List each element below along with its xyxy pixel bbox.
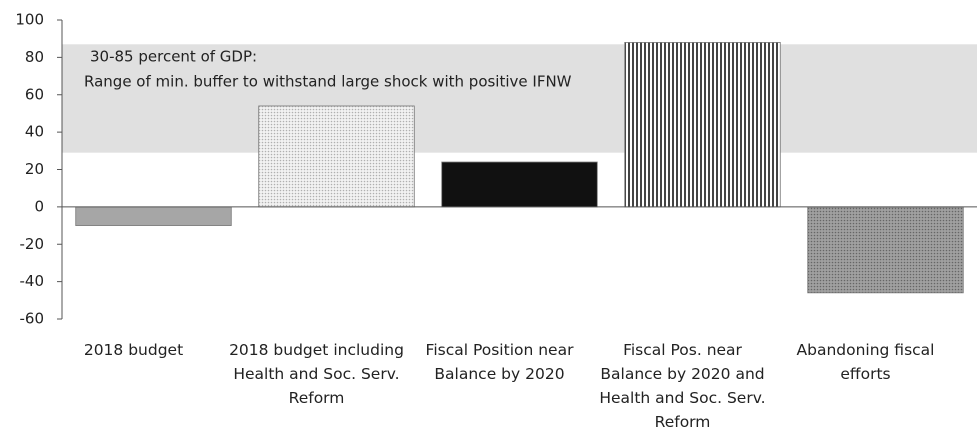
y-tick-label: 60 <box>25 85 44 103</box>
y-tick-label: -40 <box>20 272 45 290</box>
shaded-band <box>62 44 977 153</box>
bar <box>75 206 232 226</box>
x-tick-label: Fiscal Position near Balance by 2020 <box>425 341 574 383</box>
x-tick-label: Fiscal Pos. near Balance by 2020 and Hea… <box>599 341 766 431</box>
y-tick-label: 100 <box>15 11 44 29</box>
bar <box>258 105 415 208</box>
bar <box>807 206 964 294</box>
bar <box>441 161 598 208</box>
x-tick-label: Abandoning fiscal efforts <box>796 341 935 383</box>
annotation: Range of min. buffer to withstand large … <box>84 73 572 91</box>
x-tick-label: 2018 budget including Health and Soc. Se… <box>229 341 404 407</box>
y-tick-label: 80 <box>25 48 44 66</box>
y-tick-label: -20 <box>20 235 45 253</box>
x-tick-label: 2018 budget <box>83 341 184 359</box>
y-tick-label: 40 <box>25 123 44 141</box>
y-tick-label: 20 <box>25 160 44 178</box>
y-tick-label: 0 <box>34 197 44 215</box>
annotation: 30-85 percent of GDP: <box>90 48 257 66</box>
y-tick-label: -60 <box>20 310 45 328</box>
bar <box>624 42 781 208</box>
